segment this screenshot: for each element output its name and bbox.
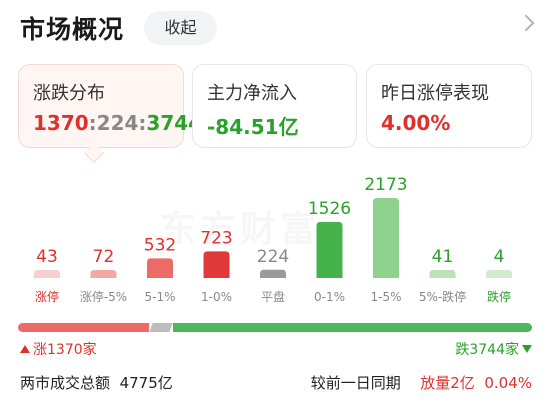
bar-category-label: 平盘 (261, 289, 285, 304)
bar-0 (34, 270, 60, 278)
compare-label: 较前一日同期 (310, 374, 401, 392)
turnover-value: 4775亿 (119, 374, 173, 392)
bar-value-label: 224 (257, 247, 289, 267)
page-title: 市场概况 (20, 15, 125, 44)
footer: 两市成交总额 4775亿 较前一日同期 放量2亿 0.04% (0, 372, 550, 396)
bar-1 (90, 270, 117, 278)
bar-value-label: 723 (200, 228, 232, 248)
bar-category-label: 1-0% (201, 290, 232, 304)
up-count-label: 涨1370家 (33, 342, 97, 358)
collapse-button[interactable]: 收起 (144, 11, 217, 45)
down-count-label: 跌3744家 (455, 342, 519, 358)
bar-2 (147, 258, 173, 278)
card-main-net-inflow[interactable]: 主力净流入 -84.51亿 (192, 64, 357, 148)
distribution-bar-chart: 43 涨停 72 涨停-5% 532 5-1% 723 1-0% 224 平盘 1526 0-1% 21… (34, 175, 512, 304)
bar-value-label: 72 (93, 247, 115, 267)
card-value: -84.51亿 (207, 115, 299, 139)
bar-category-label: 涨停 (35, 289, 59, 304)
bar-value-label: 1526 (308, 199, 351, 219)
flat-count-value: 224 (96, 111, 139, 135)
bar-4 (260, 269, 286, 278)
card-value: 1370:224:3744 (33, 111, 202, 135)
card-up-down-distribution[interactable]: 涨跌分布 1370:224:3744 (18, 64, 202, 148)
change-text: 放量2亿 (420, 374, 475, 392)
separator: : (138, 111, 147, 135)
bar-category-label: 5%-跌停 (419, 289, 466, 304)
up-count: 涨1370家 (20, 339, 97, 359)
bar-value-label: 4 (494, 247, 505, 267)
flat-segment (149, 323, 173, 332)
bar-7 (429, 270, 456, 278)
card-label: 主力净流入 (207, 83, 297, 104)
card-yesterday-limit-up[interactable]: 昨日涨停表现 4.00% (366, 64, 532, 148)
bar-category-label: 涨停-5% (80, 289, 127, 304)
bar-value-label: 2173 (364, 175, 407, 195)
bar-category-label: 1-5% (370, 290, 401, 304)
card-value: 4.00% (381, 111, 451, 135)
bar-category-label: 5-1% (144, 290, 175, 304)
card-label: 昨日涨停表现 (381, 83, 489, 104)
up-count-value: 1370 (33, 111, 89, 135)
arrow-up-icon (20, 345, 30, 353)
arrow-down-icon (522, 345, 532, 353)
bar-value-label: 532 (144, 235, 176, 255)
down-segment (173, 323, 532, 332)
bar-3 (203, 251, 230, 278)
bar-5 (316, 221, 343, 278)
bar-category-label: 0-1% (314, 290, 345, 304)
turnover: 两市成交总额 4775亿 (20, 372, 173, 393)
bar-category-label: 跌停 (487, 289, 511, 304)
compare: 较前一日同期 放量2亿 0.04% (311, 372, 532, 393)
distribution-bar (18, 323, 532, 332)
card-label: 涨跌分布 (33, 83, 105, 104)
bar-6 (373, 198, 399, 278)
change-pct: 0.04% (484, 374, 532, 392)
turnover-label: 两市成交总额 (20, 374, 111, 392)
bar-value-label: 41 (432, 247, 454, 267)
separator: : (88, 111, 97, 135)
up-segment (18, 323, 149, 332)
down-count: 跌3744家 (455, 339, 532, 359)
header: 市场概况 收起 (0, 0, 550, 56)
bar-8 (486, 270, 512, 278)
bar-value-label: 43 (36, 247, 58, 267)
chevron-right-icon[interactable] (517, 14, 535, 32)
